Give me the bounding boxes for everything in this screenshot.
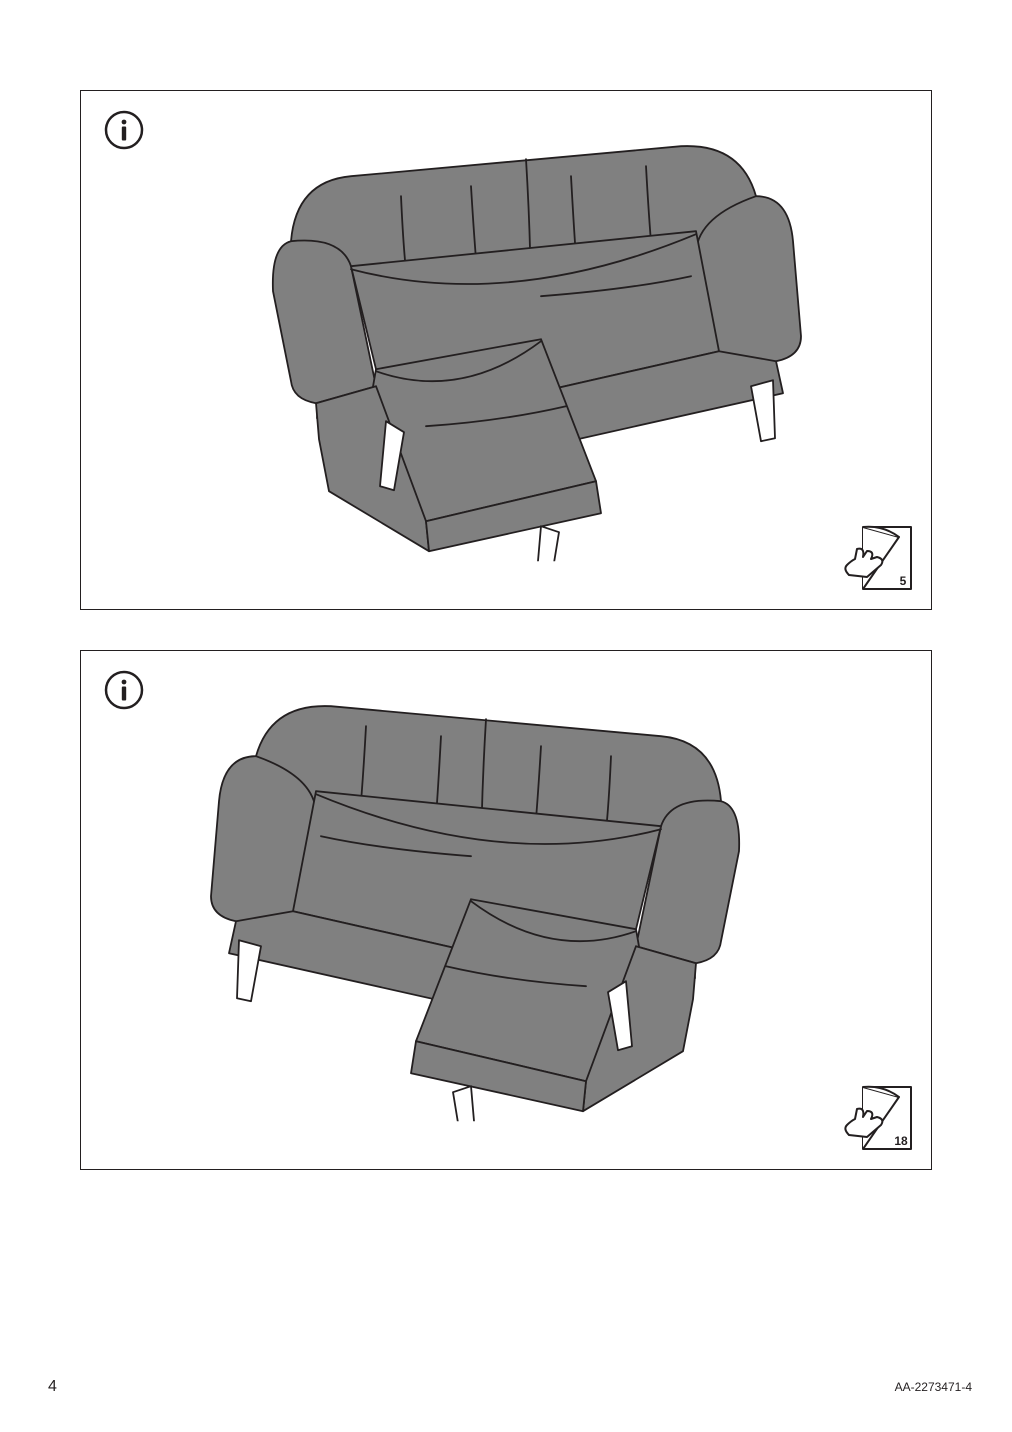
- sofa-left-chaise: [201, 121, 811, 561]
- sofa-right-chaise: [201, 681, 811, 1121]
- info-icon: [103, 109, 145, 151]
- page-number: 4: [48, 1378, 57, 1396]
- panel-top: 5: [80, 90, 932, 610]
- page-ref-number: 18: [894, 1134, 908, 1148]
- page-ref-number: 5: [900, 574, 907, 588]
- page-reference-icon: 5: [841, 519, 919, 597]
- document-code: AA-2273471-4: [895, 1380, 972, 1394]
- panel-bottom: 18: [80, 650, 932, 1170]
- page-reference-icon: 18: [841, 1079, 919, 1157]
- info-icon: [103, 669, 145, 711]
- page: 5: [0, 0, 1012, 1432]
